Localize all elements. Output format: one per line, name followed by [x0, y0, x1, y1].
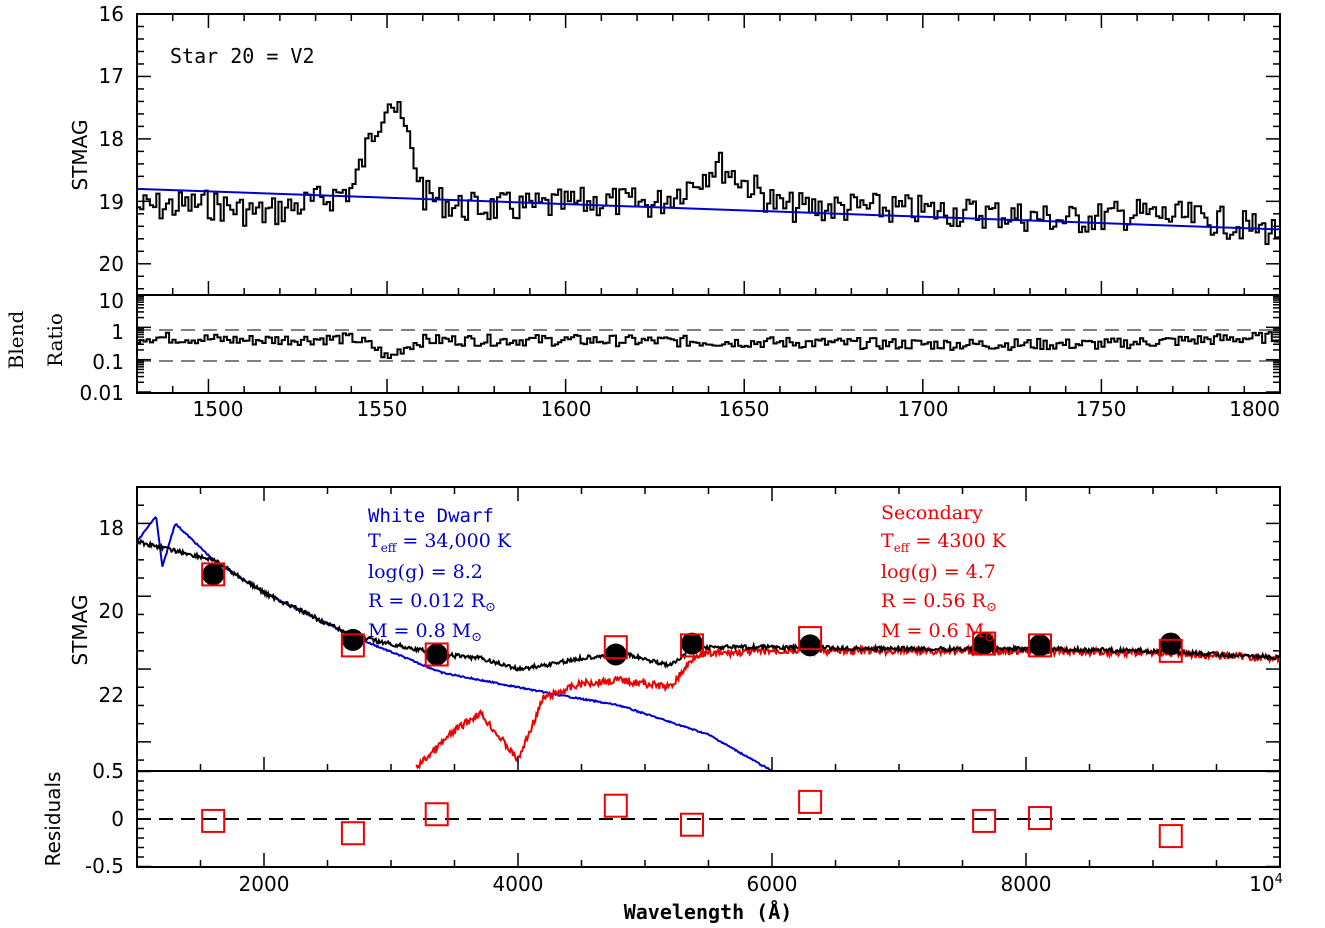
observed-magnitude-point [680, 632, 703, 655]
res-ytick-0-5: 0.5 [92, 759, 124, 783]
sec-mass: M = 0.6 M⊙ [881, 620, 995, 645]
sed-xtick-2000: 2000 [239, 872, 290, 896]
sed-points [201, 562, 1183, 667]
synthetic-magnitude-point [201, 562, 226, 587]
residual-point [603, 793, 628, 818]
ratio-ylabel-blend: Blend [4, 311, 28, 370]
uv-xtick-1600: 1600 [541, 397, 592, 421]
top-ylabel: STMAG [68, 120, 92, 191]
wd-radius: R = 0.012 R⊙ [368, 590, 496, 615]
sed-xtick-10000: 104 [1249, 872, 1283, 896]
residuals-ylabel: Residuals [41, 772, 65, 867]
residual-point [679, 812, 704, 837]
observed-magnitude-point [799, 634, 822, 657]
uv-xtick-1700: 1700 [898, 397, 949, 421]
combined-model-line [137, 538, 1280, 672]
sec-radius: R = 0.56 R⊙ [881, 590, 997, 615]
sed-xtick-6000: 6000 [747, 872, 798, 896]
blend-ratio-line [137, 331, 1280, 359]
synthetic-magnitude-point [1027, 633, 1052, 658]
synthetic-magnitude-point [679, 633, 704, 658]
residual-point [972, 808, 997, 833]
sed-frame [136, 486, 1281, 772]
ratio-ytick-0-01: 0.01 [79, 381, 124, 405]
ratio-ytick-10: 10 [99, 289, 124, 313]
residual-point [340, 821, 365, 846]
ratio-ytick-0-1: 0.1 [92, 350, 124, 374]
residual-point [424, 802, 449, 827]
secondary-legend: Secondary Teff = 4300 K log(g) = 4.7 R =… [881, 502, 1007, 645]
uv-xtick-1550: 1550 [357, 397, 408, 421]
residuals-panel: Residuals 0.5 0 -0.5 2000 4000 6000 8000… [41, 759, 1283, 924]
uv-xtick-1500: 1500 [193, 397, 244, 421]
synthetic-magnitude-point [424, 642, 449, 667]
uv-xtick-1800: 1800 [1229, 397, 1280, 421]
observed-magnitude-point [341, 628, 364, 651]
blend-ratio-panel: Blend Ratio 10 1 0.1 0.01 1500 1550 1600… [4, 289, 1281, 421]
wd-logg: log(g) = 8.2 [368, 561, 483, 583]
uv-xtick-1750: 1750 [1076, 397, 1127, 421]
observed-magnitude-point [604, 643, 627, 666]
top-ytick-20: 20 [99, 252, 124, 276]
sed-xtick-4000: 4000 [493, 872, 544, 896]
star-annotation: Star 20 = V2 [170, 44, 315, 68]
white-dwarf-legend: White Dwarf Teff = 34,000 K log(g) = 8.2… [368, 505, 512, 645]
wd-name: White Dwarf [368, 505, 494, 527]
sed-ylabel: STMAG [68, 595, 92, 666]
sed-xtick-8000: 8000 [1001, 872, 1052, 896]
observed-magnitude-point [202, 563, 225, 586]
sec-teff: Teff = 4300 K [881, 530, 1007, 555]
observed-spectrum-line [137, 101, 1280, 245]
top-ytick-18: 18 [99, 127, 124, 151]
observed-magnitude-point [973, 632, 996, 655]
sed-ticks [136, 486, 1281, 771]
model-spectrum-line [136, 187, 1281, 231]
sed-ytick-20: 20 [99, 599, 124, 623]
ratio-ylabel-ratio: Ratio [43, 313, 67, 367]
sec-logg: log(g) = 4.7 [881, 561, 996, 583]
sed-ytick-22: 22 [99, 683, 124, 707]
synthetic-magnitude-point [340, 633, 365, 658]
uv-spectrum-ticks [136, 13, 1281, 295]
top-ytick-19: 19 [99, 190, 124, 214]
top-ytick-17: 17 [99, 64, 124, 88]
observed-magnitude-point [425, 643, 448, 666]
residual-points [201, 789, 1183, 849]
synthetic-magnitude-point [972, 631, 997, 656]
ratio-ytick-1: 1 [111, 320, 124, 344]
residuals-ticks [136, 770, 1281, 868]
synthetic-magnitude-point [1158, 638, 1183, 663]
sec-name: Secondary [881, 502, 983, 524]
sed-ytick-18: 18 [99, 516, 124, 540]
residual-point [201, 808, 226, 833]
residual-point [798, 789, 823, 814]
blend-ratio-ticks [136, 295, 1281, 393]
uv-xtick-1650: 1650 [719, 397, 770, 421]
wd-mass: M = 0.8 M⊙ [368, 620, 482, 645]
res-ytick-0: 0 [111, 807, 124, 831]
observed-magnitude-point [1028, 634, 1051, 657]
res-ytick-neg-0-5: -0.5 [85, 854, 124, 878]
synthetic-magnitude-point [798, 626, 823, 651]
top-ytick-16: 16 [99, 2, 124, 26]
sed-panel: STMAG 18 20 22 White Dwarf Teff = 34,000… [68, 486, 1281, 772]
wd-teff: Teff = 34,000 K [368, 530, 512, 555]
uv-spectrum-panel: Star 20 = V2 STMAG 16 17 18 19 20 [68, 2, 1281, 296]
observed-magnitude-point [1159, 632, 1182, 655]
residual-point [1158, 824, 1183, 849]
residual-point [1027, 806, 1052, 831]
sed-xlabel: Wavelength (Å) [624, 900, 793, 924]
synthetic-magnitude-point [603, 635, 628, 660]
